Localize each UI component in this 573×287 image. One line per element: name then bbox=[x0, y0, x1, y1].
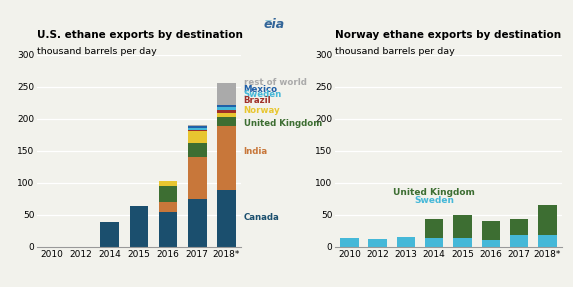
Bar bbox=[187, 131, 206, 143]
Bar bbox=[453, 238, 472, 247]
Bar bbox=[368, 239, 387, 247]
Text: Sweden: Sweden bbox=[414, 195, 454, 205]
Bar bbox=[217, 107, 236, 110]
Bar bbox=[187, 128, 206, 129]
Text: thousand barrels per day: thousand barrels per day bbox=[335, 47, 455, 56]
Bar bbox=[425, 238, 444, 247]
Bar bbox=[187, 126, 206, 128]
Text: Brazil: Brazil bbox=[244, 96, 271, 105]
Text: —: — bbox=[265, 18, 272, 24]
Bar bbox=[425, 219, 444, 238]
Text: Sweden: Sweden bbox=[244, 90, 282, 99]
Bar bbox=[129, 206, 148, 247]
Bar bbox=[538, 235, 556, 247]
Text: Mexico: Mexico bbox=[244, 85, 278, 94]
Text: rest of world: rest of world bbox=[244, 77, 307, 87]
Text: United Kingdom: United Kingdom bbox=[393, 188, 475, 197]
Bar bbox=[510, 219, 528, 235]
Bar bbox=[482, 241, 500, 247]
Bar bbox=[159, 181, 178, 186]
Bar bbox=[217, 83, 236, 105]
Text: Norway ethane exports by destination: Norway ethane exports by destination bbox=[335, 30, 562, 40]
Bar bbox=[217, 190, 236, 247]
Text: eia: eia bbox=[264, 18, 284, 31]
Bar bbox=[217, 117, 236, 126]
Text: India: India bbox=[244, 148, 268, 156]
Bar bbox=[187, 157, 206, 199]
Bar bbox=[397, 237, 415, 247]
Bar bbox=[217, 113, 236, 117]
Bar bbox=[510, 235, 528, 247]
Bar bbox=[187, 129, 206, 131]
Bar bbox=[159, 212, 178, 247]
Bar bbox=[217, 110, 236, 113]
Text: thousand barrels per day: thousand barrels per day bbox=[37, 47, 157, 56]
Bar bbox=[187, 125, 206, 126]
Bar bbox=[340, 238, 359, 247]
Bar bbox=[217, 126, 236, 190]
Bar bbox=[187, 143, 206, 157]
Text: Norway: Norway bbox=[244, 106, 280, 115]
Bar bbox=[482, 221, 500, 241]
Bar bbox=[538, 205, 556, 235]
Text: U.S. ethane exports by destination: U.S. ethane exports by destination bbox=[37, 30, 243, 40]
Text: Canada: Canada bbox=[244, 214, 279, 222]
Bar bbox=[100, 222, 119, 247]
Bar bbox=[187, 199, 206, 247]
Bar bbox=[159, 202, 178, 212]
Bar bbox=[217, 105, 236, 107]
Text: United Kingdom: United Kingdom bbox=[244, 119, 322, 128]
Bar bbox=[453, 215, 472, 238]
Bar bbox=[159, 186, 178, 202]
